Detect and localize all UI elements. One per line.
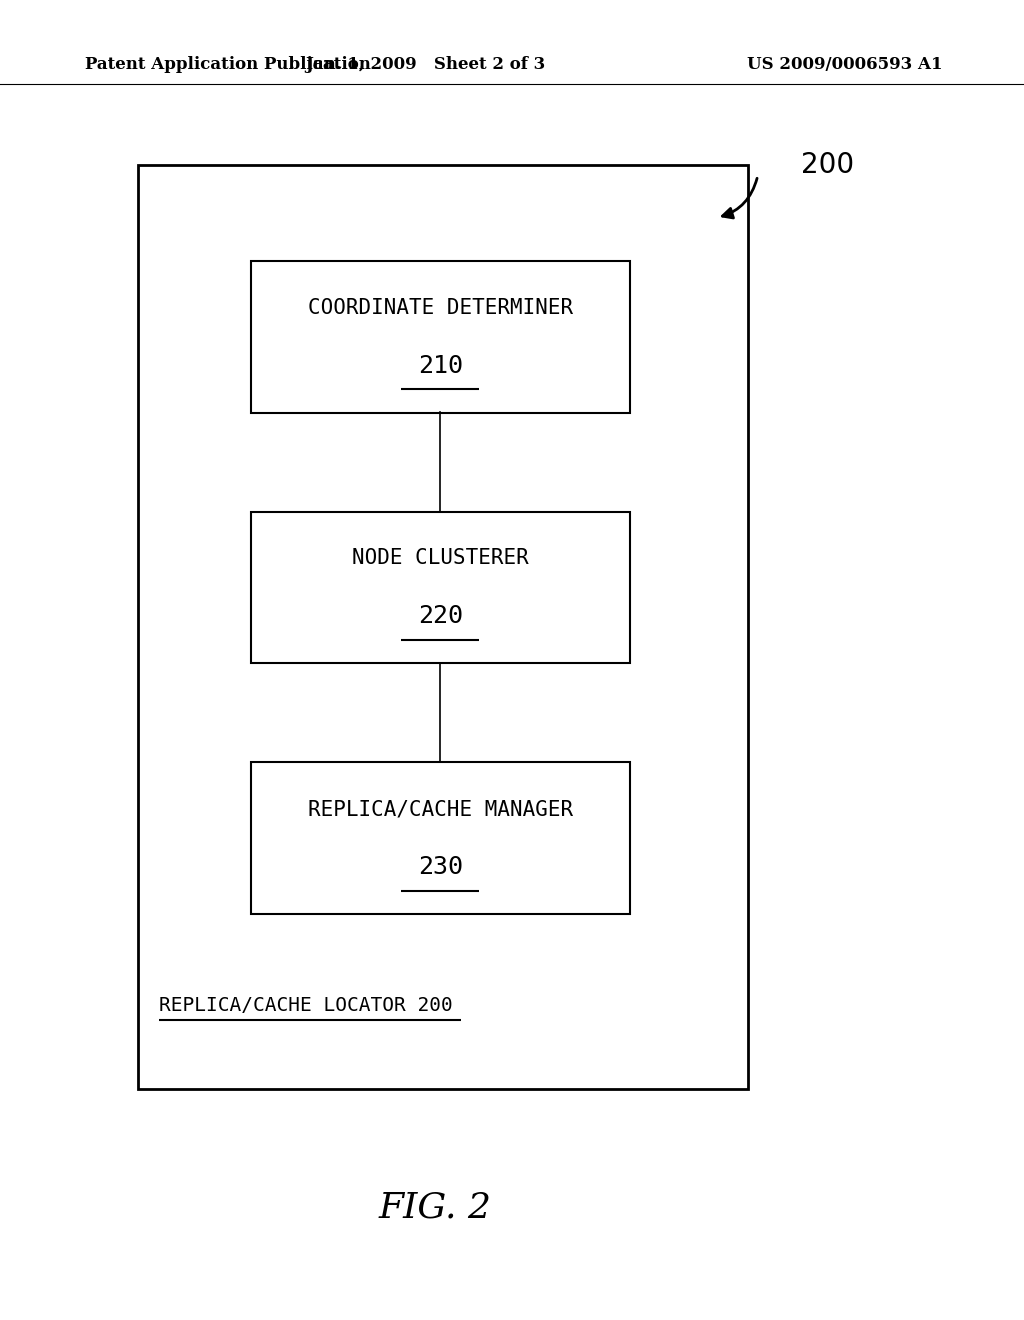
Text: 220: 220 — [418, 605, 463, 628]
Text: 200: 200 — [801, 150, 854, 180]
Bar — [138, 165, 748, 1089]
Text: US 2009/0006593 A1: US 2009/0006593 A1 — [746, 57, 942, 73]
Bar — [251, 763, 630, 913]
Text: 230: 230 — [418, 855, 463, 879]
Bar — [251, 261, 630, 412]
Text: Patent Application Publication: Patent Application Publication — [85, 57, 371, 73]
Text: FIG. 2: FIG. 2 — [379, 1191, 492, 1225]
Text: 210: 210 — [418, 354, 463, 378]
Text: NODE CLUSTERER: NODE CLUSTERER — [352, 548, 528, 569]
Bar — [251, 511, 630, 663]
Text: COORDINATE DETERMINER: COORDINATE DETERMINER — [308, 297, 572, 318]
Text: REPLICA/CACHE MANAGER: REPLICA/CACHE MANAGER — [308, 799, 572, 820]
Text: Jan. 1, 2009   Sheet 2 of 3: Jan. 1, 2009 Sheet 2 of 3 — [305, 57, 545, 73]
Text: REPLICA/CACHE LOCATOR 200: REPLICA/CACHE LOCATOR 200 — [159, 997, 453, 1015]
